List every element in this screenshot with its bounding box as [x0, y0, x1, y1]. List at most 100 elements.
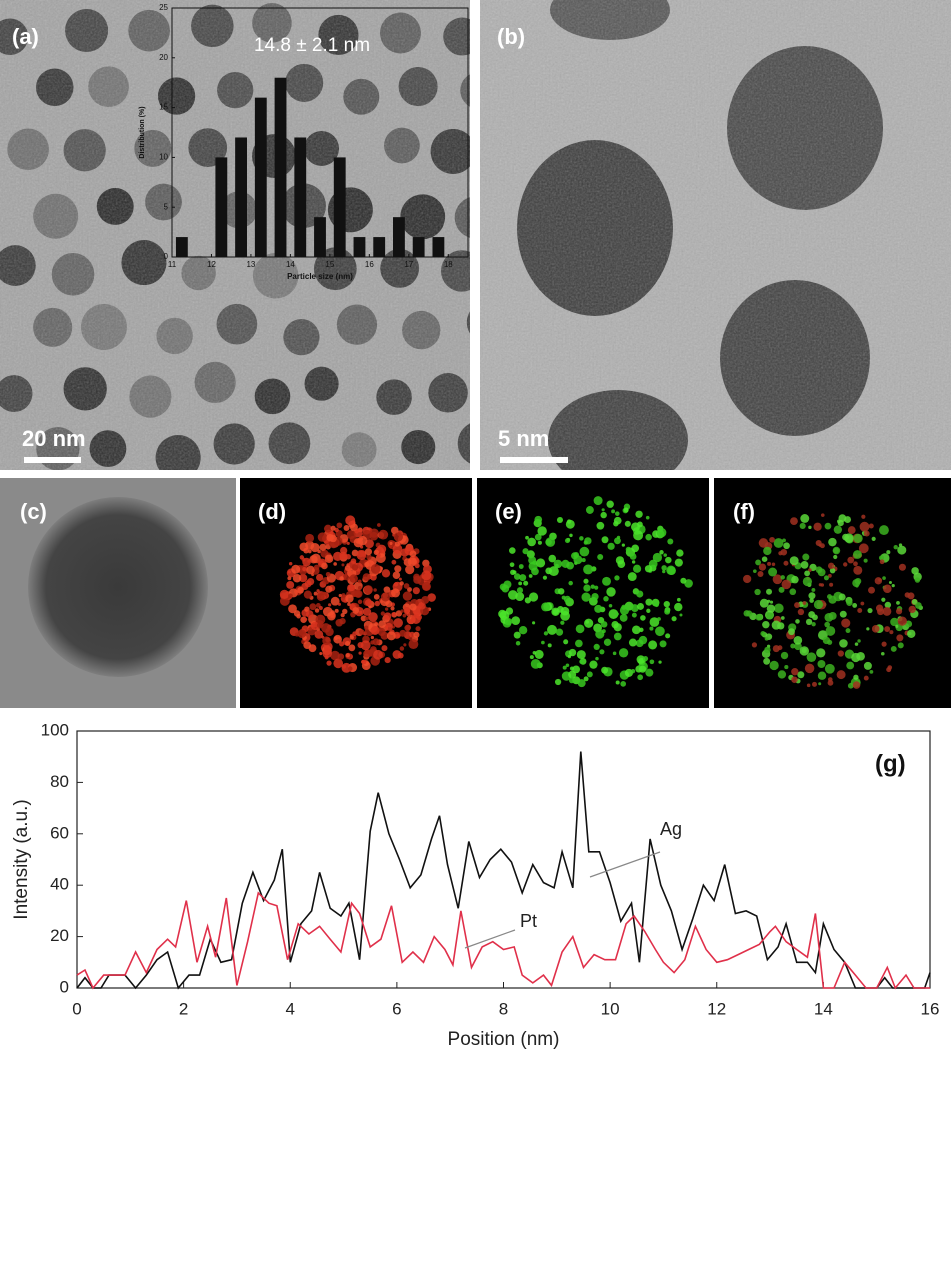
signal [645, 668, 654, 677]
signal [548, 554, 557, 563]
y-tick-label: 80 [50, 772, 69, 791]
signal [808, 568, 812, 572]
signal [800, 561, 809, 569]
signal [324, 554, 334, 564]
signal [914, 577, 921, 583]
signal [769, 660, 779, 671]
signal [789, 588, 797, 596]
signal [772, 574, 783, 585]
signal [802, 601, 807, 605]
signal [631, 625, 641, 635]
signal [794, 642, 802, 651]
signal [760, 631, 766, 637]
signal [363, 585, 373, 595]
signal [804, 663, 815, 674]
signal [896, 600, 900, 605]
signal [411, 614, 421, 624]
signal [596, 521, 605, 530]
signal [328, 603, 332, 607]
signal [811, 622, 816, 627]
signal [304, 580, 312, 588]
signal [337, 653, 345, 660]
signal [563, 595, 571, 603]
signal [543, 631, 549, 636]
signal [368, 605, 372, 609]
signal [381, 569, 391, 578]
signal [755, 559, 762, 566]
signal [879, 559, 885, 565]
signal [833, 554, 838, 560]
signal [595, 629, 605, 639]
signal [353, 581, 363, 591]
signal [585, 620, 589, 624]
signal [766, 612, 774, 620]
signal [400, 609, 404, 613]
signal [853, 565, 863, 575]
signal [522, 548, 529, 555]
signal [679, 613, 683, 617]
signal [537, 526, 547, 536]
signal [797, 608, 805, 616]
signal [769, 600, 774, 604]
signal [659, 640, 667, 648]
signal [545, 567, 553, 575]
signal [568, 648, 577, 657]
signal [534, 515, 543, 524]
signal [373, 588, 377, 592]
signal [784, 665, 789, 670]
signal [632, 564, 642, 573]
signal [832, 546, 841, 555]
x-tick-label: 14 [814, 999, 833, 1018]
signal [635, 510, 643, 518]
signal [378, 529, 389, 540]
signal [325, 571, 331, 577]
x-tick-label: 16 [921, 999, 940, 1018]
bar [175, 237, 188, 257]
signal [861, 514, 866, 519]
signal [322, 636, 331, 646]
signal [783, 560, 789, 566]
signal [857, 639, 861, 643]
signal [891, 584, 895, 588]
signal [659, 550, 664, 555]
signal [303, 547, 309, 554]
signal [581, 558, 586, 563]
signal [763, 546, 772, 556]
signal [911, 567, 919, 575]
signal [811, 681, 817, 687]
signal [386, 631, 396, 641]
signal [593, 643, 600, 650]
signal [812, 614, 818, 621]
signal [621, 543, 625, 547]
signal [907, 629, 916, 638]
series-line [76, 751, 931, 990]
signal [583, 578, 589, 584]
signal [824, 522, 832, 530]
signal [836, 670, 846, 680]
signal [348, 584, 356, 592]
signal [606, 500, 614, 508]
signal [663, 600, 670, 608]
signal [579, 546, 590, 557]
panel-label: (b) [497, 24, 525, 49]
signal [357, 585, 362, 590]
signal [612, 651, 617, 656]
signal [352, 631, 357, 637]
signal [594, 585, 599, 590]
signal [761, 556, 768, 562]
x-tick-label: 13 [246, 260, 255, 269]
signal [568, 677, 575, 684]
signal [758, 563, 767, 571]
signal [542, 575, 548, 580]
signal [607, 542, 615, 550]
x-tick-label: 4 [286, 999, 295, 1018]
signal [838, 514, 847, 523]
signal [534, 533, 542, 541]
signal [657, 617, 661, 621]
signal [342, 608, 348, 615]
series-label: Ag [660, 819, 682, 839]
signal [614, 537, 621, 545]
signal [866, 627, 870, 631]
signal [518, 581, 523, 586]
signal [563, 639, 569, 645]
